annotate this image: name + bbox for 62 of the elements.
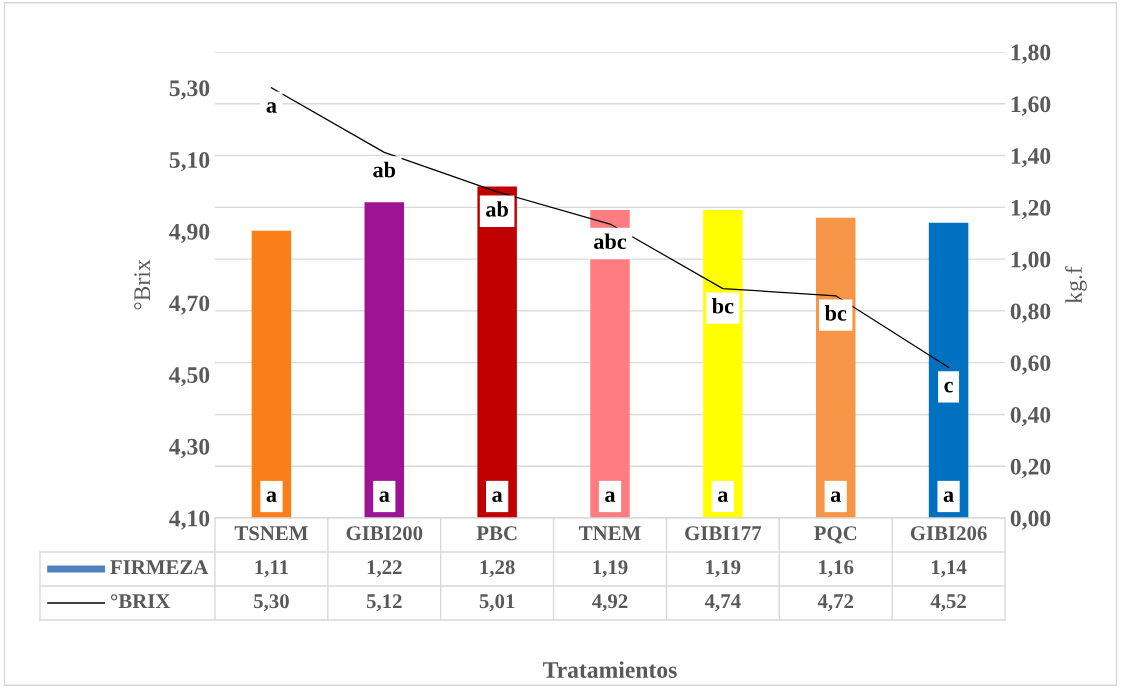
data-label: 5,30 bbox=[254, 594, 289, 612]
x-tick-label: GIBI200 bbox=[346, 526, 423, 541]
data-label: 1,14 bbox=[932, 560, 967, 578]
x-axis-title: Tratamientos bbox=[543, 661, 677, 678]
bar bbox=[928, 222, 969, 518]
annotation: bc bbox=[824, 305, 847, 321]
x-tick-label: TNEM bbox=[579, 526, 641, 541]
y2-axis-title: kg.f bbox=[1065, 266, 1087, 304]
y2-tick-label: 1,40 bbox=[1011, 148, 1051, 168]
annotation: ab bbox=[486, 201, 508, 217]
bar bbox=[364, 202, 405, 518]
annotation: abc bbox=[594, 233, 627, 250]
bar bbox=[703, 209, 743, 518]
x-tick-label: GIBI177 bbox=[685, 526, 762, 541]
data-label: 1,19 bbox=[706, 560, 741, 578]
legend-label: °BRIX bbox=[110, 594, 171, 609]
bar bbox=[477, 186, 517, 518]
data-label: 5,12 bbox=[366, 594, 402, 612]
data-label: 4,92 bbox=[592, 594, 628, 612]
x-tick-label: PQC bbox=[814, 526, 857, 544]
y-tick-label: 5,10 bbox=[169, 152, 210, 172]
text: FIRMEZA bbox=[110, 560, 209, 575]
annotation: c bbox=[944, 381, 953, 393]
y2-tick-label: 0,60 bbox=[1010, 355, 1051, 375]
y2-tick-label: 0,20 bbox=[1010, 458, 1051, 479]
data-label: 1,28 bbox=[480, 560, 515, 578]
annotation: a bbox=[830, 491, 841, 503]
y2-tick-label: 1,20 bbox=[1011, 199, 1051, 220]
annotation: a bbox=[266, 491, 277, 503]
data-label: 4,52 bbox=[930, 594, 966, 612]
x-tick-label: TSNEM bbox=[234, 526, 308, 541]
annotation: a bbox=[943, 491, 954, 503]
annotation: a bbox=[266, 102, 277, 113]
annotation: a bbox=[718, 491, 729, 503]
y-tick-label: 4,50 bbox=[169, 367, 210, 387]
data-label: 4,74 bbox=[704, 594, 741, 612]
data-label: 1,22 bbox=[367, 560, 402, 578]
y-axis-title: °Brix bbox=[134, 259, 150, 310]
data-label: 1,11 bbox=[255, 560, 289, 578]
x-tick-label: PBC bbox=[476, 526, 517, 541]
y-tick-label: 4,90 bbox=[169, 223, 210, 244]
y2-tick-label: 1,00 bbox=[1011, 251, 1051, 271]
data-label: 1,16 bbox=[819, 560, 854, 578]
y2-tick-label: 1,80 bbox=[1011, 44, 1051, 64]
annotation: a bbox=[605, 491, 616, 503]
x-tick-label: GIBI206 bbox=[910, 526, 987, 541]
y-tick-label: 4,30 bbox=[169, 438, 210, 459]
y2-tick-label: 0,00 bbox=[1010, 510, 1051, 530]
annotation: bc bbox=[712, 297, 734, 314]
data-label: 1,19 bbox=[593, 560, 628, 578]
bar bbox=[251, 230, 292, 518]
y2-tick-label: 0,40 bbox=[1010, 406, 1051, 427]
data-label: 4,72 bbox=[817, 594, 854, 612]
annotation: a bbox=[492, 491, 503, 503]
y-tick-label: 4,10 bbox=[169, 510, 210, 530]
y-tick-label: 5,30 bbox=[169, 80, 210, 100]
y2-tick-label: 0,80 bbox=[1010, 303, 1051, 323]
data-label: 5,01 bbox=[479, 594, 515, 612]
annotation: a bbox=[379, 491, 390, 503]
y2-tick-label: 1,60 bbox=[1011, 96, 1051, 116]
annotation: ab bbox=[373, 161, 396, 178]
y-tick-label: 4,70 bbox=[169, 295, 210, 315]
